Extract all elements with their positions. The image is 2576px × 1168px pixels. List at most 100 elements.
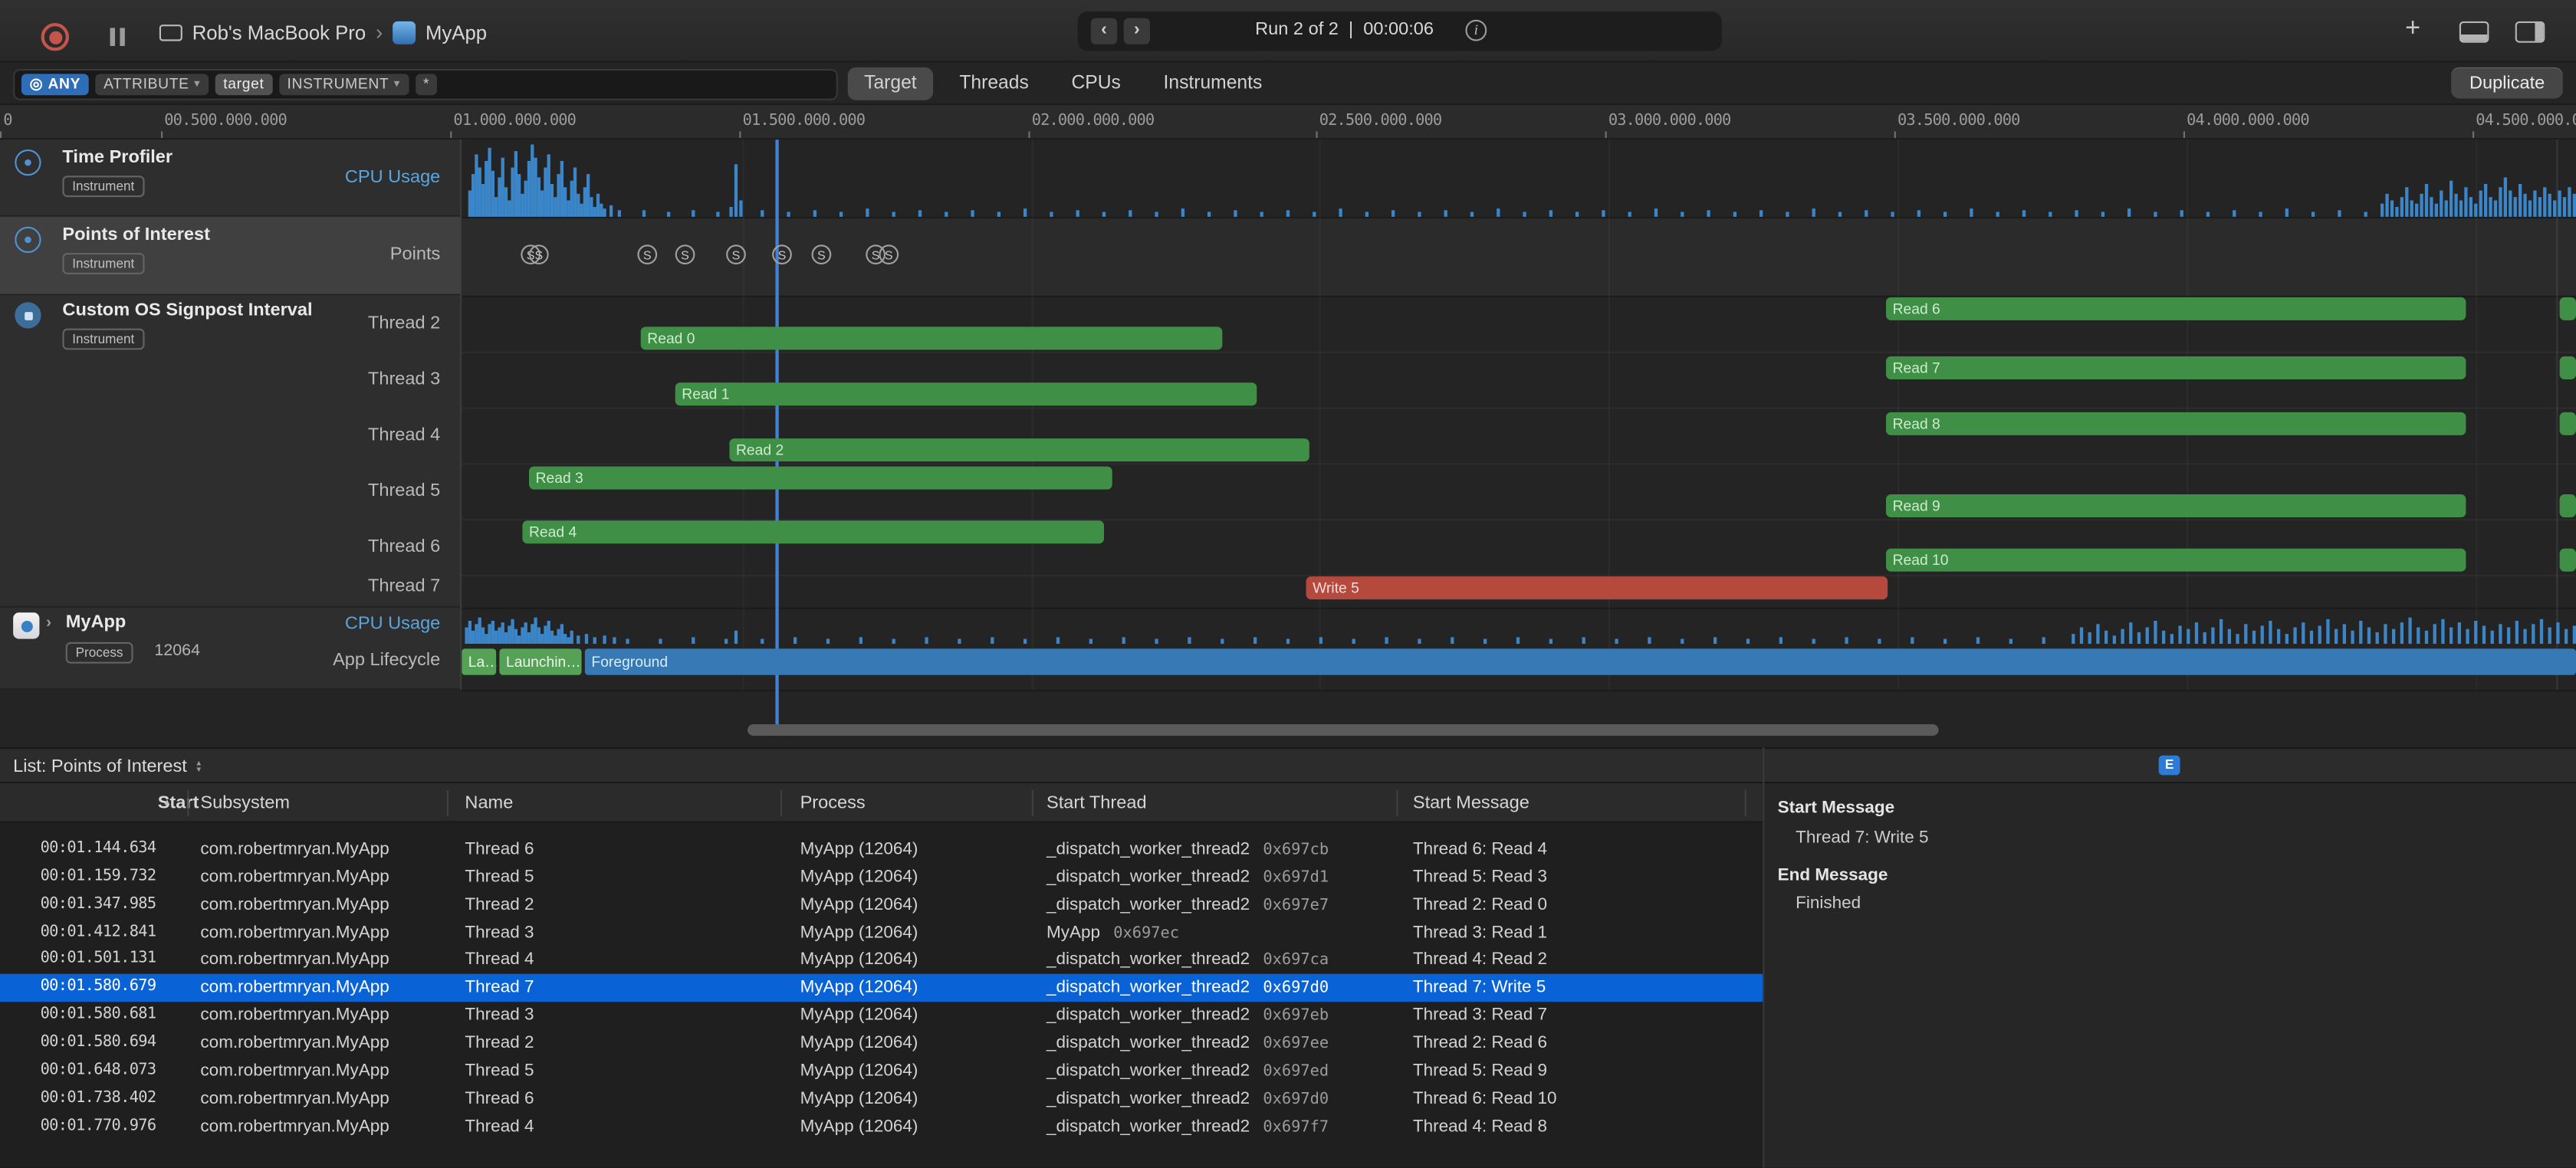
track-row-points-of-interest[interactable]: Points of Interest Instrument Points — [0, 216, 460, 296]
next-run-button[interactable]: › — [1123, 18, 1150, 44]
track-row-myapp[interactable]: › MyApp Process 12064 CPU Usage App Life… — [0, 608, 460, 690]
table-row[interactable]: 00:01.144.634 com.robertmryan.MyApp Thread… — [0, 836, 1763, 864]
cpu-usage-bar — [1582, 637, 1585, 644]
signpost-interval-bar[interactable]: Read 6 — [1886, 297, 2466, 320]
cpu-usage-bar — [1024, 208, 1027, 217]
signpost-interval-bar[interactable]: Read 3 — [529, 466, 1112, 490]
signpost-interval-bar[interactable]: Read 9 — [1886, 494, 2466, 517]
signpost-interval-bar[interactable]: Read 7 — [1886, 356, 2466, 379]
tab-threads[interactable]: Threads — [959, 74, 1029, 94]
poi-table-body[interactable]: 00:01.144.634 com.robertmryan.MyApp Thread… — [0, 822, 1763, 1168]
table-row[interactable]: 00:01.347.985 com.robertmryan.MyApp Thread… — [0, 891, 1763, 919]
filter-attribute-pill[interactable]: ATTRIBUTE ▾ — [95, 73, 209, 95]
cpu-usage-bar — [617, 210, 621, 217]
cpu-usage-bar — [2309, 630, 2314, 644]
filter-instrument-pill[interactable]: INSTRUMENT ▾ — [278, 73, 409, 95]
playhead[interactable] — [775, 139, 778, 734]
cpu-usage-bar — [1786, 212, 1789, 217]
pause-button[interactable] — [110, 28, 127, 46]
previous-run-button[interactable]: ‹ — [1090, 18, 1118, 44]
horizontal-scrollbar[interactable] — [747, 724, 1939, 736]
filter-star-token[interactable]: * — [415, 73, 438, 95]
signpost-interval-bar[interactable]: Read 10 — [1886, 548, 2466, 572]
cpu-usage-bar — [1648, 637, 1651, 644]
filter-field[interactable]: ◎ ANY ATTRIBUTE ▾ target INSTRUMENT ▾ * — [13, 67, 838, 100]
table-row[interactable]: 00:01.580.679 com.robertmryan.MyApp Thread… — [0, 974, 1763, 1002]
table-row[interactable]: 00:01.580.681 com.robertmryan.MyApp Thread… — [0, 1002, 1763, 1029]
column-start-message[interactable]: Start Message — [1412, 793, 1530, 813]
cpu-usage-bar — [488, 147, 491, 217]
signpost-interval-bar[interactable]: Read 1 — [675, 382, 1257, 406]
cpu-usage-bar — [2072, 634, 2075, 644]
tab-target[interactable]: Target — [847, 67, 934, 100]
cpu-usage-bar — [2444, 200, 2448, 217]
timeline-ruler[interactable]: 0 00.500.000.000 01.000.000.000 01.500.000.… — [0, 105, 2576, 140]
table-row[interactable]: 00:01.412.841 com.robertmryan.MyApp Thread… — [0, 919, 1763, 947]
poi-signpost-marker[interactable]: S — [529, 244, 549, 264]
signpost-interval-bar[interactable]: Read 8 — [1886, 412, 2466, 435]
filter-target-token[interactable]: target — [215, 73, 273, 95]
lifecycle-segment[interactable]: La… — [462, 648, 497, 675]
poi-signpost-marker[interactable]: S — [726, 244, 746, 264]
toggle-right-panel-icon[interactable] — [2515, 21, 2545, 43]
tab-instruments[interactable]: Instruments — [1163, 74, 1263, 94]
lifecycle-segment[interactable]: Foreground — [584, 648, 2576, 675]
cpu-usage-bar — [2433, 624, 2436, 644]
column-process[interactable]: Process — [800, 793, 866, 813]
duplicate-button[interactable]: Duplicate — [2451, 67, 2563, 99]
table-row[interactable]: 00:01.580.694 com.robertmryan.MyApp Thread… — [0, 1029, 1763, 1057]
column-name[interactable]: Name — [465, 793, 514, 813]
device-name[interactable]: Rob's MacBook Pro — [192, 20, 366, 44]
poi-signpost-marker[interactable]: S — [637, 244, 658, 264]
poi-signpost-marker[interactable]: S — [811, 244, 832, 264]
signpost-interval-bar[interactable]: Read 2 — [729, 438, 1309, 462]
filter-any-pill[interactable]: ◎ ANY — [21, 73, 89, 95]
table-row[interactable]: 00:01.501.131 com.robertmryan.MyApp Thread… — [0, 947, 1763, 974]
cpu-usage-bar — [2101, 212, 2104, 217]
cpu-usage-bar — [514, 628, 518, 644]
detail-list-selector[interactable]: List: Points of Interest ▲ ▼ — [13, 756, 203, 777]
disclosure-chevron-icon[interactable]: › — [46, 614, 52, 632]
poi-signpost-marker[interactable]: S — [879, 244, 899, 264]
cpu-usage-bar — [560, 624, 564, 644]
cell-start: 00:01.580.681 — [40, 1005, 157, 1024]
lifecycle-segment[interactable]: Launchin… — [499, 648, 582, 675]
cpu-usage-bar — [2351, 630, 2354, 644]
thread-pointer: 0x697ed — [1263, 1061, 1329, 1081]
signpost-interval-bar[interactable]: Write 5 — [1306, 576, 1888, 600]
tab-cpus[interactable]: CPUs — [1071, 74, 1121, 94]
poi-signpost-marker[interactable]: S — [772, 244, 792, 264]
cell-process: MyApp (12064) — [800, 977, 918, 998]
signpost-interval-bar[interactable]: Read 0 — [640, 326, 1223, 350]
cpu-usage-bar — [2518, 184, 2522, 217]
toggle-bottom-panel-icon[interactable] — [2459, 21, 2489, 43]
cpu-usage-bar — [498, 177, 501, 217]
column-start-thread[interactable]: Start Thread — [1046, 793, 1147, 813]
table-row[interactable]: 00:01.770.976 com.robertmryan.MyApp Thread… — [0, 1113, 1763, 1140]
signpost-interval-bar[interactable]: Read 4 — [522, 520, 1104, 544]
instrument-badge: Instrument — [62, 176, 145, 198]
cpu-usage-bar — [2484, 184, 2488, 217]
table-row[interactable]: 00:01.648.073 com.robertmryan.MyApp Thread… — [0, 1058, 1763, 1085]
table-row[interactable]: 00:01.738.402 com.robertmryan.MyApp Thread… — [0, 1085, 1763, 1113]
extended-detail-icon[interactable]: E — [2158, 755, 2180, 776]
cpu-usage-bar — [2469, 197, 2472, 217]
cpu-usage-bar — [472, 630, 475, 644]
run-status: Run 2 of 2 | 00:00:06 — [1255, 19, 1434, 40]
app-name[interactable]: MyApp — [426, 20, 488, 44]
cpu-usage-bar — [570, 180, 573, 217]
poi-signpost-marker[interactable]: S — [675, 244, 695, 264]
sort-ascending-icon: ▲ — [163, 798, 172, 809]
info-icon[interactable]: i — [1465, 19, 1487, 41]
cpu-usage-bar — [1286, 638, 1290, 644]
record-button[interactable] — [41, 23, 69, 51]
cpu-usage-bar — [1208, 212, 1211, 217]
track-row-time-profiler[interactable]: Time Profiler Instrument CPU Usage — [0, 139, 460, 217]
track-row-signpost[interactable]: Custom OS Signpost Interval Instrument T… — [0, 296, 460, 608]
add-instrument-button[interactable]: + — [2405, 15, 2421, 43]
signpost-interval-bar-clipped — [2559, 494, 2576, 517]
table-row[interactable]: 00:01.159.732 com.robertmryan.MyApp Thread… — [0, 864, 1763, 891]
column-subsystem[interactable]: Subsystem — [200, 793, 291, 813]
cpu-usage-bar — [2154, 621, 2157, 644]
